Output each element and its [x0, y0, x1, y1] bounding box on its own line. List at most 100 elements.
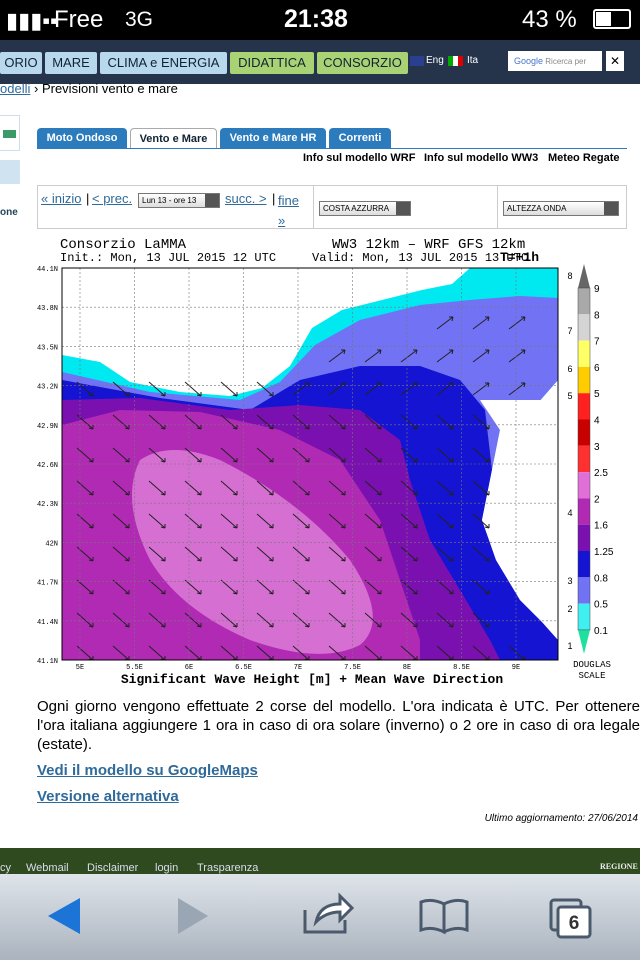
arrow-head	[521, 382, 526, 388]
footer-link[interactable]: cy	[0, 862, 11, 874]
lang-link[interactable]: Ita	[467, 55, 479, 66]
arrow-head	[124, 392, 130, 397]
nav-tab[interactable]: DIDATTICA	[230, 52, 314, 74]
arrow-head	[376, 557, 382, 562]
lang-link[interactable]: Eng	[426, 55, 444, 66]
region-select[interactable]: COSTA AZZURRA	[319, 201, 411, 216]
arrow-head	[340, 590, 346, 595]
info-link[interactable]: Info sul modello WW3	[424, 152, 539, 164]
arrow-head	[485, 349, 490, 355]
arrow-head	[160, 392, 166, 397]
flag-uk	[410, 56, 424, 66]
info-link[interactable]: Meteo Regate	[548, 152, 620, 164]
scale-value: 0.5	[594, 600, 608, 611]
tab-line	[37, 148, 627, 149]
arrow-head	[448, 458, 454, 463]
arrow-shaft	[436, 480, 454, 496]
forward-button[interactable]	[178, 898, 208, 934]
arrow-shaft	[112, 480, 130, 496]
lat-label: 41.4N	[37, 619, 58, 627]
pager-prev[interactable]: < prec.	[92, 191, 133, 206]
colorbar-segment	[578, 498, 590, 525]
arrow-shaft	[472, 612, 490, 628]
search-logo: Google	[514, 56, 544, 66]
lat-label: 43.5N	[37, 344, 58, 352]
arrow-head	[196, 524, 202, 529]
product-tab[interactable]: Moto Ondoso	[37, 128, 127, 148]
arrow-shaft	[292, 447, 310, 463]
arrow-shaft	[400, 546, 418, 562]
arrow-head	[88, 392, 94, 397]
arrow-head	[268, 392, 274, 397]
arrow-head	[484, 590, 490, 595]
arrow-shaft	[148, 579, 166, 595]
lat-label: 41.7N	[37, 580, 58, 588]
nav-tab[interactable]: CLIMA e ENERGIA	[100, 52, 227, 74]
link[interactable]: Vedi il modello su GoogleMaps	[37, 762, 258, 779]
pager-first[interactable]: « inizio	[41, 191, 82, 206]
arrow-shaft	[472, 546, 490, 562]
arrow-head	[341, 349, 346, 355]
wave-map: Consorzio LaMMA WW3 12km – WRF GFS 12km …	[36, 237, 614, 687]
arrow-shaft	[292, 480, 310, 496]
pager-separator: |	[272, 191, 276, 206]
arrow-shaft	[328, 579, 346, 595]
arrow-head	[448, 623, 454, 628]
douglas-value: 7	[567, 326, 572, 336]
footer-link[interactable]: Trasparenza	[197, 862, 259, 874]
arrow-shaft	[328, 612, 346, 628]
arrow-head	[124, 590, 130, 595]
arrow-shaft	[400, 579, 418, 595]
lon-label: 5E	[76, 664, 84, 672]
arrow-shaft	[328, 447, 346, 463]
product-tab[interactable]: Correnti	[329, 128, 391, 148]
footer-link[interactable]: login	[155, 862, 179, 874]
back-button[interactable]	[48, 898, 80, 934]
share-button[interactable]	[303, 892, 355, 934]
search-button[interactable]: ✕	[606, 51, 624, 71]
colorbar-segment	[578, 603, 590, 630]
arrow-head	[232, 524, 238, 529]
arrow-head	[124, 491, 130, 496]
sidebar-label[interactable]: one	[0, 207, 18, 218]
sidebar-item[interactable]	[0, 160, 20, 184]
arrow-shaft	[112, 513, 130, 529]
arrow-shaft	[364, 349, 382, 363]
info-link[interactable]: Info sul modello WRF	[303, 152, 416, 164]
arrow-head	[305, 382, 310, 388]
tabs-front[interactable]	[556, 905, 592, 939]
arrow-shaft	[508, 382, 526, 396]
arrow-shaft	[112, 612, 130, 628]
map-step: T=+1h	[500, 250, 539, 265]
link[interactable]: Versione alternativa	[37, 788, 179, 805]
arrow-shaft	[184, 414, 202, 430]
product-tab-active[interactable]: Vento e Mare	[130, 128, 217, 148]
arrow-head	[485, 382, 490, 388]
arrow-shaft	[364, 382, 382, 396]
arrow-shaft	[436, 382, 454, 396]
bookmarks-button[interactable]	[419, 898, 469, 935]
arrow-shaft	[292, 513, 310, 529]
product-tab[interactable]: Vento e Mare HR	[220, 128, 326, 148]
footer-link[interactable]: Webmail	[26, 862, 69, 874]
status-bar	[0, 0, 640, 40]
arrow-shaft	[292, 579, 310, 595]
nav-tab[interactable]: MARE	[45, 52, 97, 74]
variable-select[interactable]: ALTEZZA ONDA	[503, 201, 619, 216]
arrow-shaft	[184, 612, 202, 628]
search-box[interactable]: Google Ricerca per	[508, 51, 602, 71]
breadcrumb-link[interactable]: odelli	[0, 81, 31, 96]
arrow-shaft	[364, 480, 382, 496]
time-select[interactable]: Lun 13 - ore 13	[138, 193, 220, 208]
arrow-shaft	[184, 447, 202, 463]
nav-tab[interactable]: CONSORZIO	[317, 52, 408, 74]
sidebar-icon[interactable]	[0, 115, 20, 151]
pager-last[interactable]: fine »	[278, 193, 299, 228]
lon-label: 9E	[512, 664, 520, 672]
nav-tab[interactable]: ORIO	[0, 52, 42, 74]
plot-border	[61, 267, 559, 661]
arrow-head	[521, 316, 526, 322]
footer-link[interactable]: Disclaimer	[87, 862, 139, 874]
pager-next[interactable]: succ. >	[225, 191, 267, 206]
arrow-shaft	[76, 579, 94, 595]
